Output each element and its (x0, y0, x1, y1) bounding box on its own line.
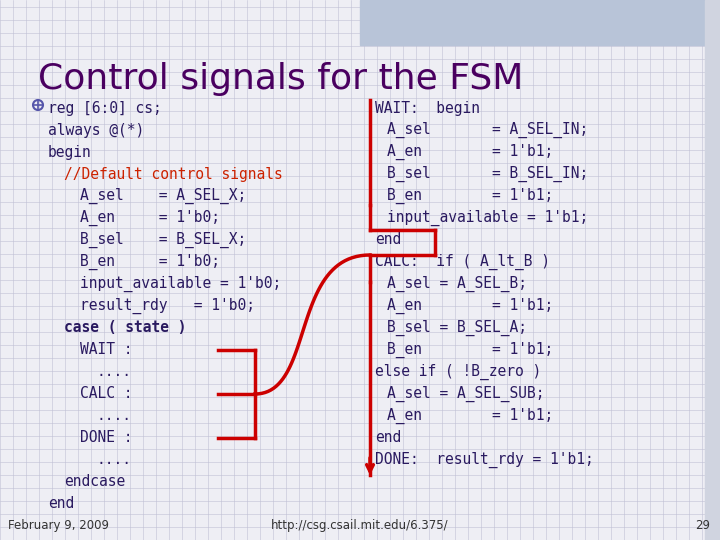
Text: begin: begin (48, 145, 91, 159)
Text: http://csg.csail.mit.edu/6.375/: http://csg.csail.mit.edu/6.375/ (271, 519, 449, 532)
Text: A_sel = A_SEL_B;: A_sel = A_SEL_B; (387, 276, 527, 292)
Text: reg [6:0] cs;: reg [6:0] cs; (48, 100, 162, 116)
Text: ....: .... (96, 364, 131, 380)
Text: A_en     = 1'b0;: A_en = 1'b0; (80, 210, 220, 226)
Text: WAIT :: WAIT : (80, 342, 132, 357)
Text: B_en     = 1'b0;: B_en = 1'b0; (80, 254, 220, 270)
Text: result_rdy   = 1'b0;: result_rdy = 1'b0; (80, 298, 255, 314)
Text: input_available = 1'b0;: input_available = 1'b0; (80, 276, 282, 292)
Text: DONE :: DONE : (80, 430, 132, 445)
Bar (705, 0, 720, 540)
Text: DONE:  result_rdy = 1'b1;: DONE: result_rdy = 1'b1; (375, 452, 594, 468)
Text: B_sel       = B_SEL_IN;: B_sel = B_SEL_IN; (387, 166, 588, 182)
Text: B_en        = 1'b1;: B_en = 1'b1; (387, 188, 553, 204)
Text: 29: 29 (695, 519, 710, 532)
Text: A_en        = 1'b1;: A_en = 1'b1; (387, 144, 553, 160)
Text: WAIT:  begin: WAIT: begin (375, 100, 480, 116)
Text: February 9, 2009: February 9, 2009 (8, 519, 109, 532)
Text: always @(*): always @(*) (48, 123, 144, 138)
Text: A_sel = A_SEL_SUB;: A_sel = A_SEL_SUB; (387, 386, 544, 402)
Text: A_en        = 1'b1;: A_en = 1'b1; (387, 408, 553, 424)
Text: B_en        = 1'b1;: B_en = 1'b1; (387, 342, 553, 358)
Text: endcase: endcase (64, 475, 125, 489)
Text: else if ( !B_zero ): else if ( !B_zero ) (375, 364, 541, 380)
Text: end: end (48, 496, 74, 511)
Text: input_available = 1'b1;: input_available = 1'b1; (387, 210, 588, 226)
Text: ....: .... (96, 408, 131, 423)
Text: A_sel    = A_SEL_X;: A_sel = A_SEL_X; (80, 188, 246, 204)
Text: case ( state ): case ( state ) (64, 321, 186, 335)
Text: end: end (375, 430, 401, 445)
Text: B_sel    = B_SEL_X;: B_sel = B_SEL_X; (80, 232, 246, 248)
Text: //Default control signals: //Default control signals (64, 166, 283, 181)
Text: A_en        = 1'b1;: A_en = 1'b1; (387, 298, 553, 314)
Text: ....: .... (96, 453, 131, 468)
Bar (360, 0, 720, 45)
Text: end: end (375, 233, 401, 247)
Text: Control signals for the FSM: Control signals for the FSM (38, 62, 523, 96)
Text: CALC:  if ( A_lt_B ): CALC: if ( A_lt_B ) (375, 254, 550, 270)
Text: CALC :: CALC : (80, 387, 132, 402)
Text: A_sel       = A_SEL_IN;: A_sel = A_SEL_IN; (387, 122, 588, 138)
Text: B_sel = B_SEL_A;: B_sel = B_SEL_A; (387, 320, 527, 336)
